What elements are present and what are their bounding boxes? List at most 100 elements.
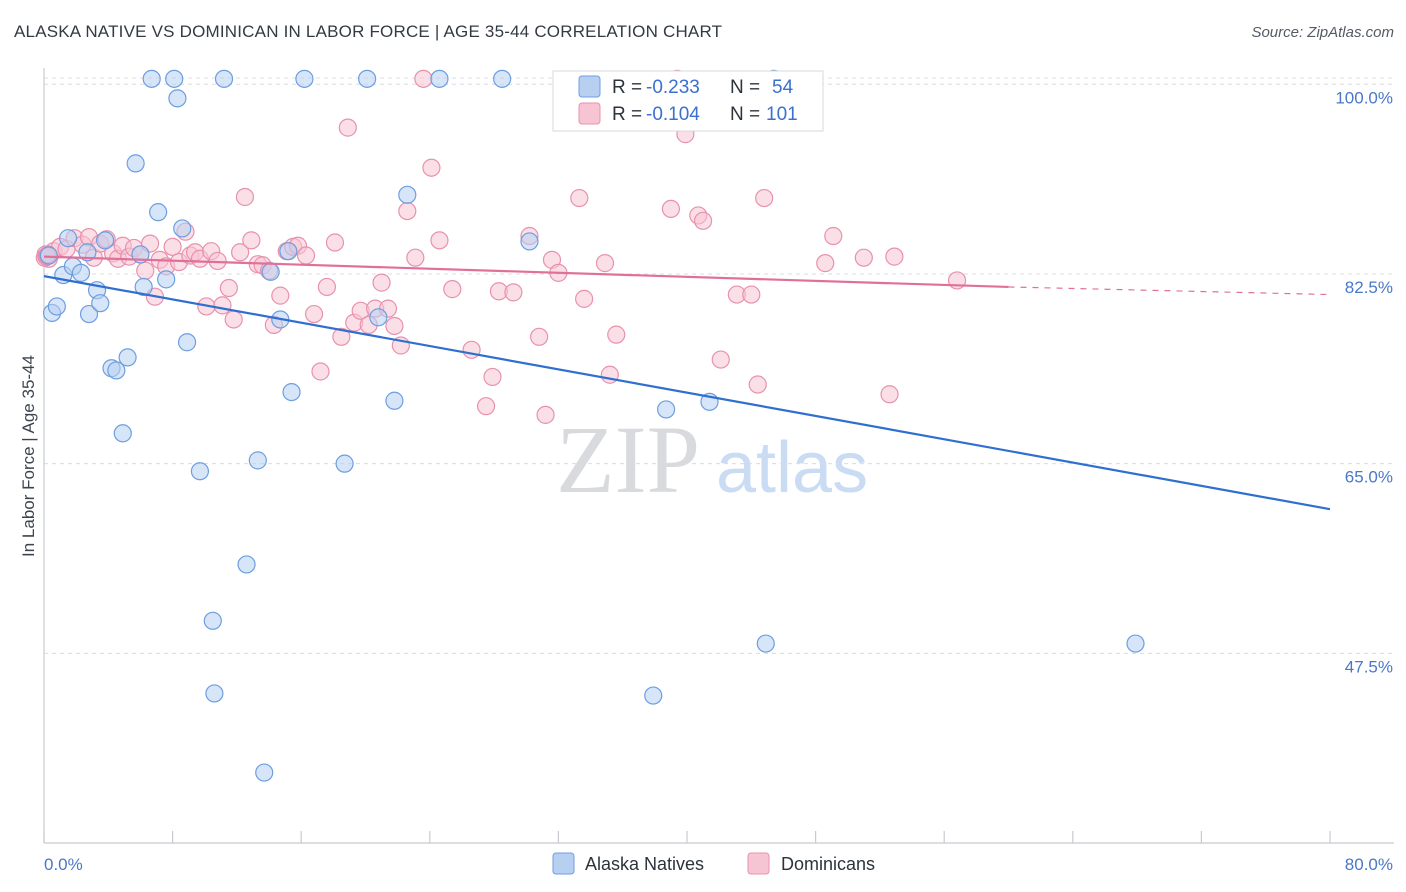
watermark-atlas: atlas — [716, 428, 868, 508]
dominican-point-76 — [570, 188, 589, 208]
chart-title: ALASKA NATIVE VS DOMINICAN IN LABOR FORC… — [14, 22, 723, 41]
legend-n-value-alaska: 54 — [772, 77, 794, 98]
alaska-point-27 — [203, 611, 222, 630]
dominican-point-64 — [430, 231, 449, 250]
trend-lines — [43, 255, 1331, 511]
dominican-point-85 — [693, 211, 713, 230]
series-legend-label-alaska: Alaska Natives — [585, 854, 704, 874]
alaska-point-30 — [237, 555, 256, 574]
dominican-point-93 — [854, 248, 873, 267]
alaska-point-24 — [173, 219, 192, 238]
dominican-point-62 — [414, 69, 433, 88]
alaska-point-46 — [644, 686, 663, 705]
alaska-point-37 — [295, 69, 314, 88]
dominican-point-34 — [231, 243, 250, 262]
legend-swatch-alaska — [578, 75, 601, 98]
y-tick-label-1: 65.0% — [1345, 468, 1393, 487]
alaska-point-10 — [91, 294, 110, 313]
alaska-trend-line — [43, 275, 1331, 511]
dominican-trend-extension — [1008, 286, 1331, 296]
alaska-point-44 — [493, 69, 512, 88]
alaska-point-23 — [168, 89, 187, 108]
dominican-point-33 — [224, 310, 243, 329]
alaska-point-21 — [157, 270, 176, 289]
dominican-point-86 — [711, 350, 730, 369]
dominican-point-63 — [422, 158, 441, 177]
dominican-point-35 — [235, 187, 255, 207]
alaska-point-8 — [79, 304, 99, 324]
alaska-point-29 — [214, 69, 234, 88]
dominican-point-73 — [536, 405, 555, 424]
legend-r-value-dominican: -0.104 — [646, 104, 700, 125]
legend-r-label-dominican: R = — [612, 104, 642, 125]
alaska-point-39 — [358, 69, 377, 88]
alaska-point-4 — [59, 229, 78, 248]
alaska-point-22 — [165, 69, 184, 88]
dominican-point-51 — [338, 118, 357, 137]
alaska-point-51 — [1126, 634, 1145, 653]
dominican-point-31 — [213, 296, 232, 315]
dominican-point-32 — [219, 278, 238, 298]
stats-legend: R = -0.233 N = 54 R = -0.104 N = 101 — [552, 70, 824, 132]
alaska-point-43 — [430, 69, 449, 88]
dominican-point-91 — [816, 254, 835, 273]
alaska-point-40 — [369, 308, 388, 327]
alaska-point-0 — [39, 246, 58, 265]
dominican-point-92 — [824, 226, 843, 246]
x-ticks — [43, 831, 1331, 843]
dominican-point-68 — [483, 367, 502, 387]
dominican-point-50 — [332, 327, 351, 346]
alaska-point-49 — [756, 634, 775, 653]
alaska-point-45 — [520, 232, 539, 251]
dominican-point-41 — [271, 286, 290, 305]
source-label: Source: ZipAtlas.com — [1251, 24, 1394, 41]
dominican-point-70 — [504, 283, 523, 302]
alaska-point-26 — [190, 462, 210, 481]
legend-n-label-alaska: N = — [730, 77, 760, 98]
legend-n-value-dominican: 101 — [766, 104, 798, 125]
dominican-point-45 — [296, 246, 316, 265]
dominican-point-77 — [575, 289, 594, 308]
alaska-point-32 — [255, 763, 274, 782]
alaska-point-33 — [261, 262, 280, 281]
dominican-point-22 — [163, 237, 182, 256]
series-legend: Alaska Natives Dominicans — [552, 852, 875, 875]
y-tick-label-0: 47.5% — [1345, 657, 1393, 676]
dominican-point-47 — [311, 362, 330, 381]
dominican-point-61 — [406, 248, 425, 267]
alaska-point-41 — [385, 391, 404, 410]
legend-r-value-alaska: -0.233 — [646, 77, 700, 98]
dominican-point-17 — [136, 261, 155, 280]
alaska-point-2 — [47, 297, 66, 316]
alaska-point-35 — [279, 242, 298, 261]
y-tick-label-2: 82.5% — [1345, 278, 1393, 297]
dominican-point-72 — [530, 327, 549, 346]
legend-swatch-dominican — [578, 102, 601, 125]
watermark-zip: ZIP — [556, 406, 700, 513]
alaska-point-25 — [177, 333, 197, 352]
alaska-point-6 — [71, 263, 91, 282]
dominican-point-60 — [398, 201, 417, 221]
dominican-point-81 — [661, 199, 681, 219]
legend-n-label-dominican: N = — [730, 104, 760, 125]
series-legend-swatch-alaska — [552, 852, 575, 875]
alaska-point-11 — [95, 231, 115, 250]
alaska-point-20 — [149, 203, 168, 222]
dominican-point-58 — [385, 316, 404, 336]
y-axis-label: In Labor Force | Age 35-44 — [19, 355, 38, 557]
alaska-point-36 — [282, 382, 301, 402]
dominican-point-80 — [607, 325, 626, 344]
alaska-point-14 — [113, 424, 132, 443]
alaska-point-31 — [248, 451, 267, 470]
dominican-point-65 — [443, 280, 462, 299]
legend-r-label-alaska: R = — [612, 77, 642, 98]
axes — [43, 68, 1394, 844]
y-tick-labels: 47.5% 65.0% 82.5% 100.0% — [1335, 88, 1393, 676]
dominicans-points — [35, 69, 967, 424]
alaska-point-38 — [335, 454, 354, 473]
dominican-point-36 — [242, 231, 261, 250]
dominican-point-78 — [595, 254, 615, 273]
alaska-point-19 — [142, 69, 161, 88]
x-tick-label-min: 0.0% — [44, 855, 83, 874]
